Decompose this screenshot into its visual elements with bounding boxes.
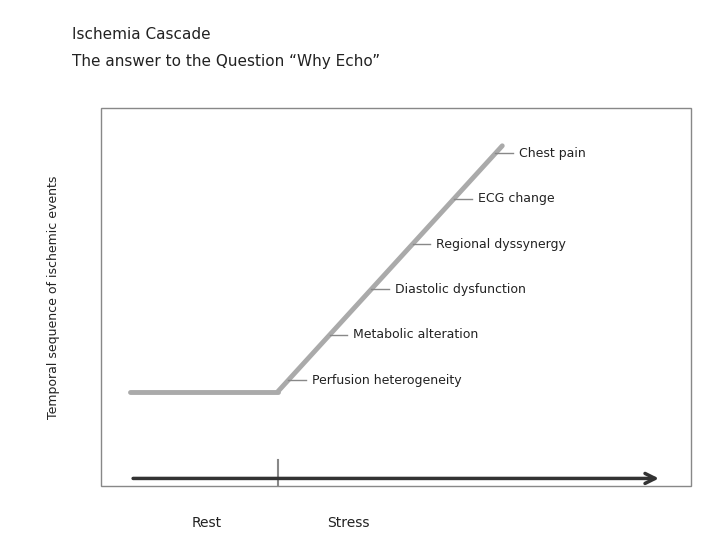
Text: Diastolic dysfunction: Diastolic dysfunction (395, 283, 526, 296)
Text: Chest pain: Chest pain (519, 147, 586, 160)
Text: Perfusion heterogeneity: Perfusion heterogeneity (312, 374, 462, 387)
Text: Regional dyssynergy: Regional dyssynergy (436, 238, 566, 251)
Text: Rest: Rest (192, 516, 222, 530)
Text: Stress: Stress (328, 516, 370, 530)
Text: ECG change: ECG change (477, 192, 554, 205)
Text: Ischemia Cascade: Ischemia Cascade (72, 27, 211, 42)
Text: Temporal sequence of ischemic events: Temporal sequence of ischemic events (47, 176, 60, 418)
Text: Metabolic alteration: Metabolic alteration (354, 328, 479, 341)
Text: The answer to the Question “Why Echo”: The answer to the Question “Why Echo” (72, 54, 380, 69)
